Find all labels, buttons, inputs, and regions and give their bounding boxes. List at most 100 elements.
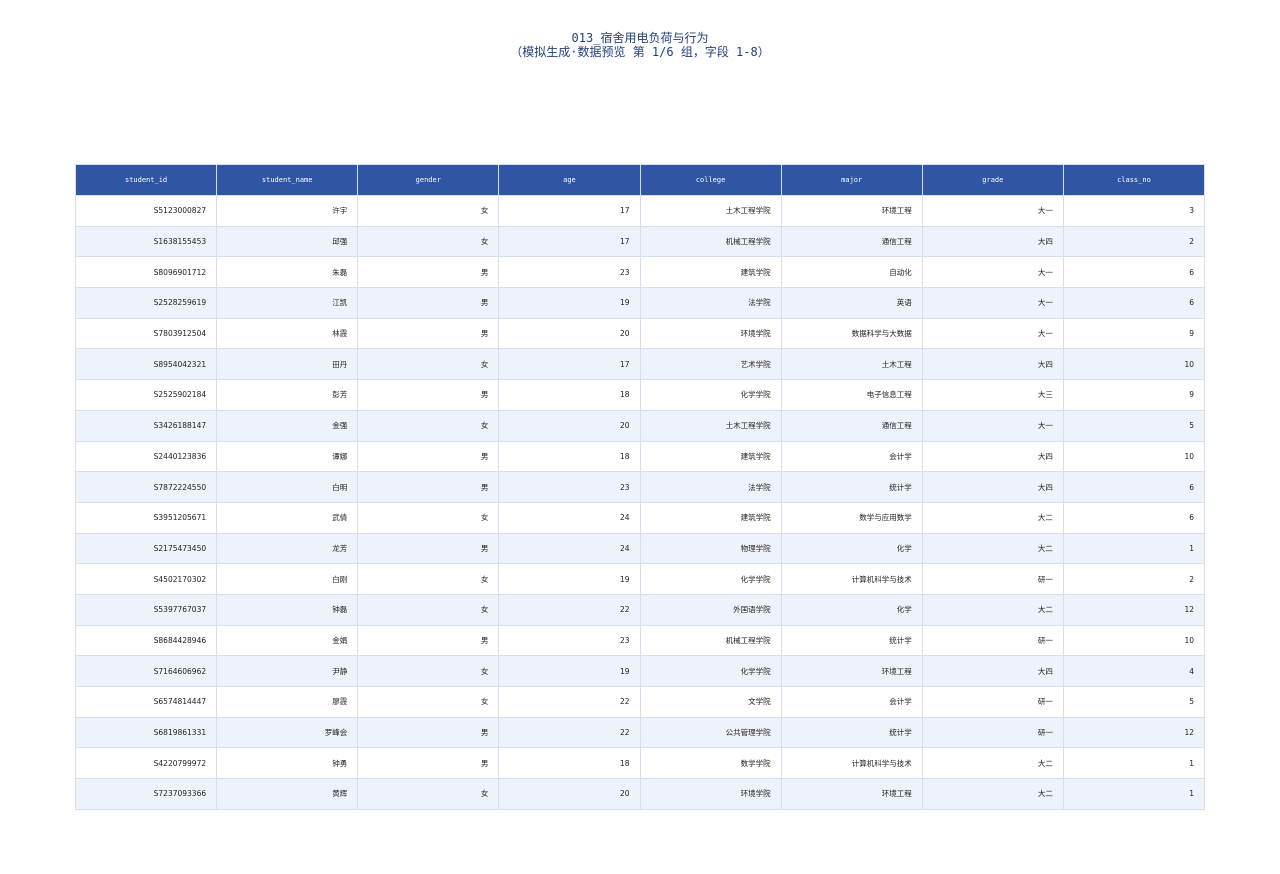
table-cell: 数学学院 — [639, 747, 782, 780]
header-row: student_id student_name gender age college ma… — [74, 164, 1206, 196]
table-row: S7872224550 白明男 23 法学院 统计学 大四 6 — [74, 471, 1206, 503]
table-cell: S2525902184 — [74, 379, 218, 411]
table-cell: 19 — [498, 287, 641, 319]
table-cell: 女 — [357, 563, 500, 595]
table-cell: 武倩 — [216, 501, 359, 534]
column-header: class_no — [1062, 164, 1206, 196]
data-table: student_id student_name gender age college ma… — [74, 164, 1206, 810]
table-cell: 男 — [357, 471, 500, 503]
table-cell: 女 — [357, 501, 500, 534]
table-cell: S7237093366 — [74, 778, 218, 810]
column-header: college — [639, 164, 782, 196]
table-cell: 9 — [1062, 317, 1206, 350]
table-cell: 自动化 — [780, 256, 923, 289]
table-cell: 男 — [357, 747, 500, 780]
table-row: S2175473450 龙芳男 24 物理学院 化学 大二 1 — [74, 532, 1206, 565]
table-cell: 土木工程学院 — [639, 409, 782, 442]
table-row: S8096901712 朱磊男 23 建筑学院 自动化 大一 6 — [74, 256, 1206, 289]
table-cell: S2528259619 — [74, 287, 218, 319]
table-cell: 外国语学院 — [639, 593, 782, 626]
table-cell: 化学 — [780, 532, 923, 565]
table-cell: 环境工程 — [780, 655, 923, 687]
table-cell: 龙芳 — [216, 532, 359, 565]
table-cell: 计算机科学与技术 — [780, 747, 923, 780]
table-cell: 大一 — [921, 256, 1064, 289]
table-cell: 大二 — [921, 593, 1064, 626]
column-header: major — [780, 164, 923, 196]
table-cell: 金娟 — [216, 624, 359, 657]
table-cell: 白明 — [216, 471, 359, 503]
table-cell: 金强 — [216, 409, 359, 442]
table-cell: 20 — [498, 409, 641, 442]
table-cell: 林霞 — [216, 317, 359, 350]
table-cell: 18 — [498, 440, 641, 473]
table-cell: 许宇 — [216, 195, 359, 227]
table-row: S3426188147 金强女 20 土木工程学院 通信工程 大一 5 — [74, 409, 1206, 442]
table-cell: S8684428946 — [74, 624, 218, 657]
table-cell: 23 — [498, 256, 641, 289]
table-cell: 大四 — [921, 348, 1064, 381]
column-header: gender — [357, 164, 500, 196]
table-cell: 江凯 — [216, 287, 359, 319]
table-cell: 数学与应用数学 — [780, 501, 923, 534]
title: 013_宿舍用电负荷与行为 — [571, 31, 709, 45]
table-head: student_id student_name gender age college ma… — [74, 164, 1206, 196]
table-cell: 1 — [1062, 532, 1206, 565]
table-cell: 大一 — [921, 195, 1064, 227]
table-cell: 6 — [1062, 287, 1206, 319]
table-cell: 17 — [498, 348, 641, 381]
table-cell: 研一 — [921, 686, 1064, 718]
table-cell: 2 — [1062, 225, 1206, 258]
table-row: S7803912504 林霞男 20 环境学院 数据科学与大数据 大一 9 — [74, 317, 1206, 350]
table-cell: 4 — [1062, 655, 1206, 687]
table-cell: 大二 — [921, 532, 1064, 565]
table-cell: 统计学 — [780, 716, 923, 749]
table-cell: 通信工程 — [780, 409, 923, 442]
table-cell: S4220799972 — [74, 747, 218, 780]
table-cell: 大四 — [921, 225, 1064, 258]
table-cell: 法学院 — [639, 287, 782, 319]
table-cell: 研一 — [921, 624, 1064, 657]
table-cell: 5 — [1062, 409, 1206, 442]
table-cell: 17 — [498, 225, 641, 258]
table-cell: 钟勇 — [216, 747, 359, 780]
table-cell: 会计学 — [780, 686, 923, 718]
table-cell: 10 — [1062, 348, 1206, 381]
table-row: S6819861331 罗峰会男 22 公共管理学院 统计学 研一 12 — [74, 716, 1206, 749]
table-cell: 机械工程学院 — [639, 225, 782, 258]
table-cell: 文学院 — [639, 686, 782, 718]
table-cell: 1 — [1062, 778, 1206, 810]
table-row: S8954042321 田丹女 17 艺术学院 土木工程 大四 10 — [74, 348, 1206, 381]
table-cell: 女 — [357, 593, 500, 626]
table-cell: 6 — [1062, 256, 1206, 289]
table-cell: 女 — [357, 195, 500, 227]
table-cell: 物理学院 — [639, 532, 782, 565]
table-cell: 10 — [1062, 624, 1206, 657]
table-cell: S7803912504 — [74, 317, 218, 350]
table-row: S5397767037 钟磊女 22 外国语学院 化学 大二 12 — [74, 593, 1206, 626]
table-cell: 统计学 — [780, 624, 923, 657]
table-cell: 研一 — [921, 716, 1064, 749]
table-row: S8684428946 金娟男 23 机械工程学院 统计学 研一 10 — [74, 624, 1206, 657]
table-cell: S7164606962 — [74, 655, 218, 687]
table-cell: S8096901712 — [74, 256, 218, 289]
table-cell: 环境工程 — [780, 195, 923, 227]
table-cell: 化学学院 — [639, 379, 782, 411]
table-cell: 女 — [357, 409, 500, 442]
table-cell: 女 — [357, 225, 500, 258]
table-cell: 大一 — [921, 409, 1064, 442]
table-cell: 朱磊 — [216, 256, 359, 289]
table-cell: 18 — [498, 379, 641, 411]
table-cell: 研一 — [921, 563, 1064, 595]
table-cell: 建筑学院 — [639, 440, 782, 473]
table-row: S3951205671 武倩女 24 建筑学院 数学与应用数学 大二 6 — [74, 501, 1206, 534]
table-cell: 田丹 — [216, 348, 359, 381]
table-cell: 公共管理学院 — [639, 716, 782, 749]
table-row: S6574814447 廖霞女 22 文学院 会计学 研一 5 — [74, 686, 1206, 718]
table-cell: 5 — [1062, 686, 1206, 718]
table-cell: S3426188147 — [74, 409, 218, 442]
table-cell: S8954042321 — [74, 348, 218, 381]
table-row: S2525902184 彭芳男 18 化学学院 电子信息工程 大三 9 — [74, 379, 1206, 411]
table-cell: 钟磊 — [216, 593, 359, 626]
table-body: S5123000827 许宇女 17 土木工程学院 环境工程 大一 3 S1638155453… — [74, 195, 1206, 810]
